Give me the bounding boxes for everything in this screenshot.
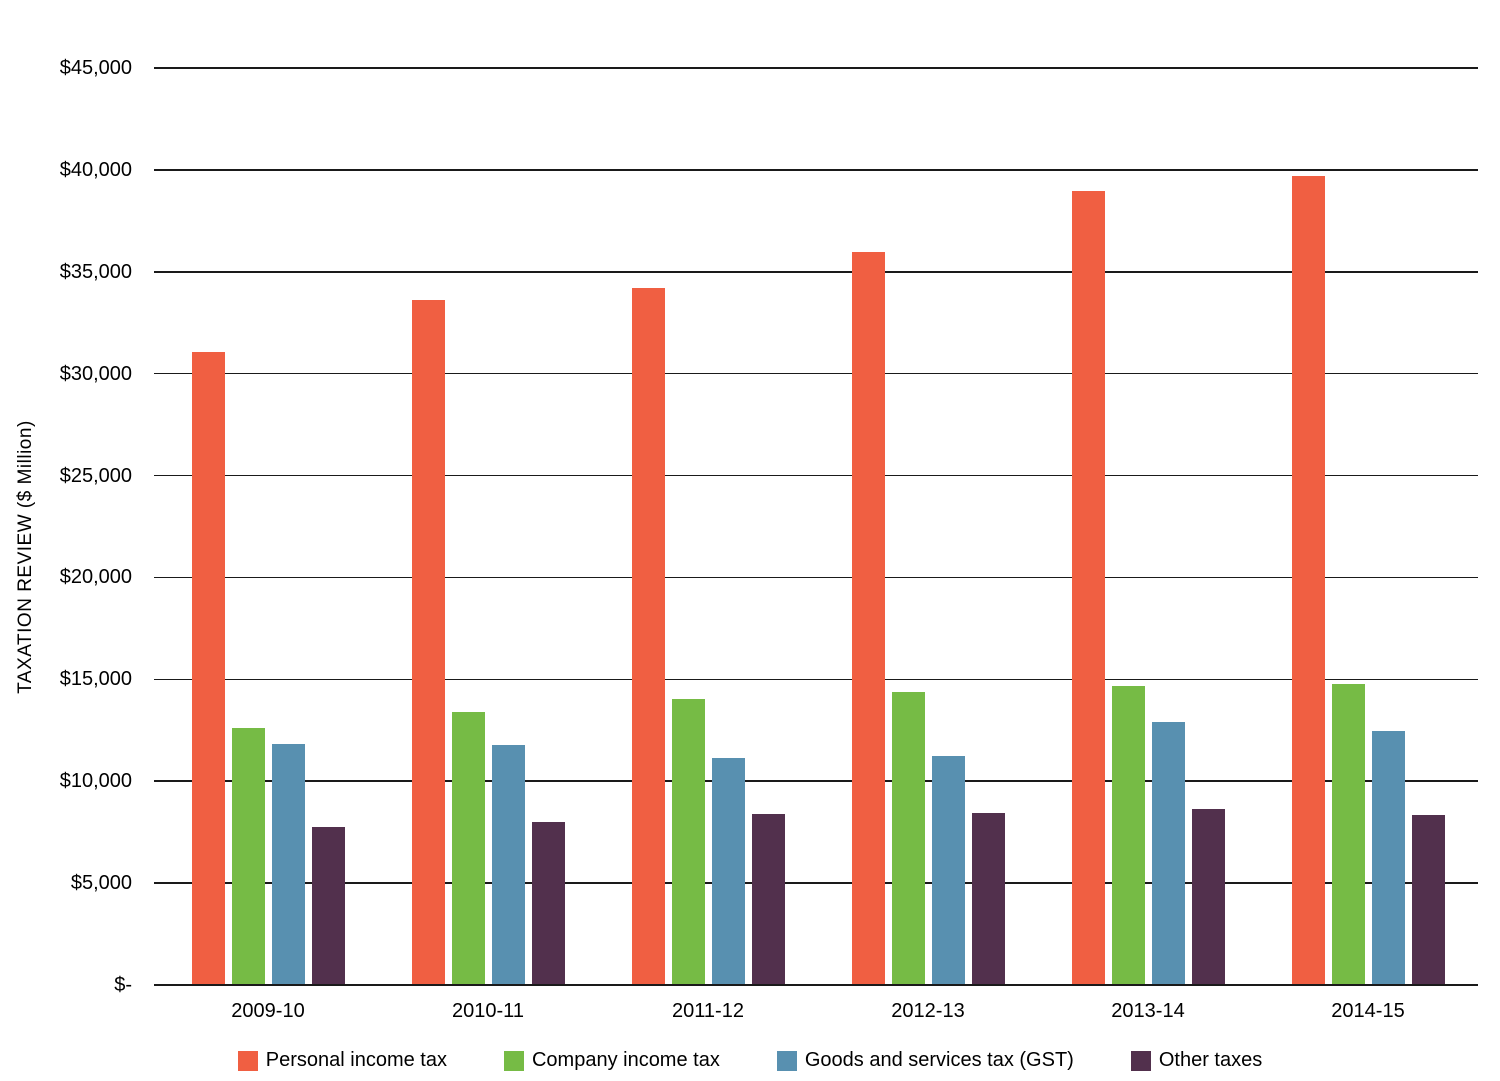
bar-2009-10-goods-and-services-tax-gst — [271, 743, 305, 985]
gridline — [154, 169, 1478, 171]
bar-2014-15-personal-income-tax — [1291, 176, 1325, 985]
bar-2012-13-company-income-tax — [891, 691, 925, 985]
bar-2013-14-personal-income-tax — [1071, 191, 1105, 985]
bars-layer — [158, 68, 1478, 985]
x-tick-label-2009-10: 2009-10 — [231, 1000, 305, 1022]
gridline — [154, 576, 1478, 579]
bar-2009-10-other-taxes — [311, 827, 345, 985]
bar-2012-13-other-taxes — [971, 812, 1005, 985]
x-tick-label-2011-12: 2011-12 — [672, 1000, 744, 1022]
y-tick-label: $25,000 — [59, 464, 132, 487]
gridline — [154, 780, 1478, 782]
x-tick-label-2012-13: 2012-13 — [891, 1000, 965, 1022]
x-tick-label-2014-15: 2014-15 — [1331, 1000, 1405, 1022]
gridline — [154, 271, 1478, 273]
y-tick-label: $- — [114, 974, 132, 996]
gridline — [154, 474, 1478, 477]
x-tick-label-2010-11: 2010-11 — [452, 1000, 524, 1022]
legend-label: Goods and services tax (GST) — [804, 1049, 1074, 1071]
y-tick-label: $5,000 — [70, 872, 132, 895]
y-tick-label: $40,000 — [59, 158, 132, 181]
gridline — [154, 882, 1478, 884]
y-tick-label: $20,000 — [59, 566, 132, 589]
bar-group-2010-11 — [378, 68, 598, 985]
y-tick-label: $35,000 — [59, 260, 132, 283]
bar-2010-11-other-taxes — [531, 821, 565, 985]
gridline — [154, 678, 1478, 681]
bar-2014-15-other-taxes — [1411, 814, 1445, 985]
y-tick-label: $10,000 — [59, 770, 132, 793]
x-axis-baseline — [154, 984, 1478, 986]
bar-2011-12-goods-and-services-tax-gst — [711, 757, 745, 985]
legend: Personal income tax Company income tax Goo… — [0, 1049, 1500, 1072]
bar-2013-14-goods-and-services-tax-gst — [1151, 722, 1185, 985]
bar-2009-10-personal-income-tax — [191, 352, 225, 985]
gridline — [154, 372, 1478, 375]
legend-label: Other taxes — [1158, 1049, 1263, 1071]
bar-2009-10-company-income-tax — [231, 728, 265, 985]
legend-item-company-income-tax: Company income tax — [503, 1049, 720, 1072]
bar-group-2009-10 — [158, 68, 378, 985]
bar-2014-15-company-income-tax — [1331, 684, 1365, 985]
y-tick-label: $30,000 — [59, 362, 132, 385]
bar-2010-11-personal-income-tax — [411, 300, 445, 985]
legend-swatch-icon — [776, 1050, 797, 1071]
bar-2011-12-personal-income-tax — [631, 288, 665, 985]
legend-label: Personal income tax — [265, 1049, 447, 1071]
gridlines-layer — [154, 67, 1478, 985]
bar-2014-15-goods-and-services-tax-gst — [1371, 731, 1405, 985]
legend-swatch-icon — [1130, 1050, 1151, 1071]
legend-swatch-icon — [503, 1050, 524, 1071]
legend-label: Company income tax — [531, 1049, 720, 1071]
bar-2013-14-company-income-tax — [1111, 686, 1145, 985]
bar-2011-12-company-income-tax — [671, 698, 705, 985]
y-axis-tick-labels: $- $5,000 $10,000 $15,000 $20,000 $25,000 $30,… — [0, 57, 132, 996]
plot-area — [154, 67, 1478, 986]
x-tick-label-2013-14: 2013-14 — [1111, 1000, 1185, 1022]
bar-2013-14-other-taxes — [1191, 808, 1225, 985]
x-axis-tick-labels: 2009-10 2010-11 2011-12 2012-13 2013-14 2014-… — [158, 1000, 1478, 1030]
y-tick-label: $45,000 — [59, 57, 132, 79]
legend-item-goods-and-services-tax-gst: Goods and services tax (GST) — [776, 1049, 1074, 1072]
legend-swatch-icon — [237, 1050, 258, 1071]
bar-group-2013-14 — [1038, 68, 1258, 985]
bar-group-2012-13 — [818, 68, 1038, 985]
gridline — [154, 67, 1478, 69]
bar-group-2011-12 — [598, 68, 818, 985]
bar-2010-11-goods-and-services-tax-gst — [491, 744, 525, 985]
legend-item-other-taxes: Other taxes — [1130, 1049, 1263, 1072]
legend-item-personal-income-tax: Personal income tax — [237, 1049, 447, 1072]
bar-2012-13-personal-income-tax — [851, 252, 885, 985]
y-tick-label: $15,000 — [59, 668, 132, 691]
bar-group-2014-15 — [1258, 68, 1478, 985]
bar-2010-11-company-income-tax — [451, 711, 485, 985]
bar-2011-12-other-taxes — [751, 813, 785, 985]
bar-2012-13-goods-and-services-tax-gst — [931, 755, 965, 985]
